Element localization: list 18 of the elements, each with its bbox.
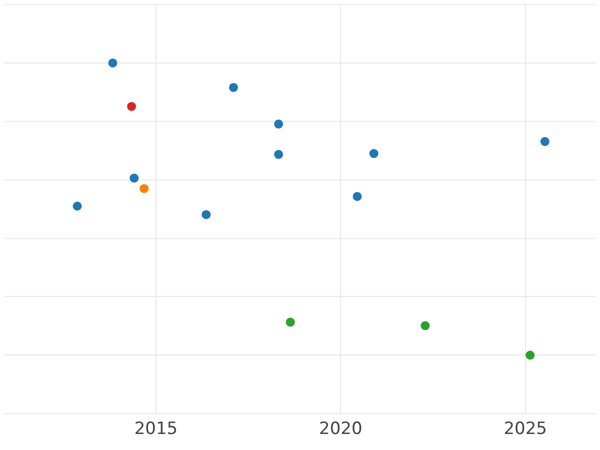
- point: [127, 102, 136, 111]
- point: [352, 192, 362, 201]
- point: [72, 202, 82, 211]
- point: [526, 350, 535, 360]
- x-tick-label: 2020: [319, 419, 362, 440]
- x-tick-label: 2015: [134, 419, 178, 440]
- point: [108, 58, 118, 68]
- point: [229, 82, 238, 92]
- point: [202, 210, 211, 220]
- point: [140, 184, 149, 194]
- point: [540, 137, 550, 146]
- x-tick-label: 2025: [504, 419, 547, 440]
- point: [274, 120, 284, 129]
- point: [420, 321, 430, 330]
- point: [286, 318, 295, 327]
- point: [274, 150, 284, 159]
- point: [130, 174, 139, 183]
- point: [369, 149, 378, 158]
